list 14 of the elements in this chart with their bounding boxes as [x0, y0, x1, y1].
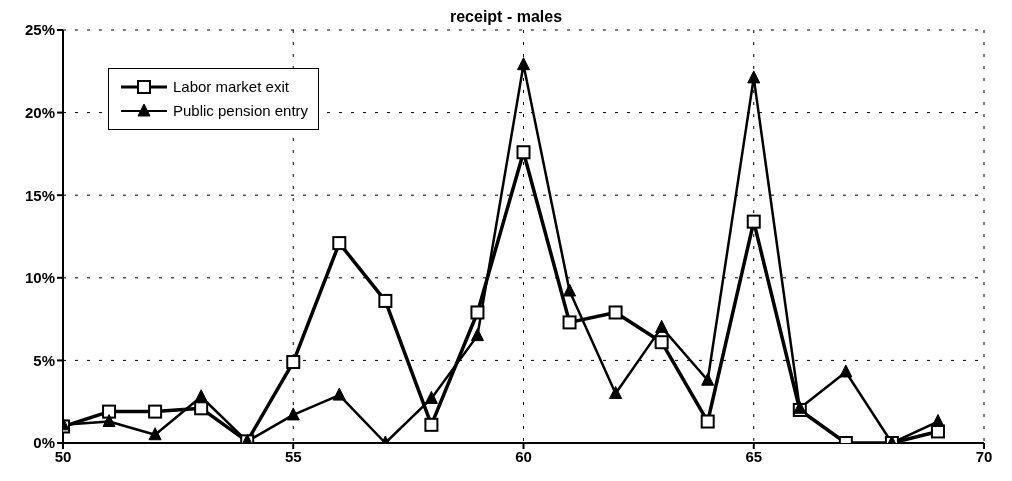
- y-tick-label: 0%: [33, 434, 55, 452]
- chart-title: receipt - males: [449, 8, 563, 25]
- x-tick-label: 55: [284, 447, 302, 465]
- x-tick-label: 50: [54, 447, 72, 465]
- y-tick-label: 5%: [33, 351, 55, 369]
- y-tick-label: 15%: [24, 186, 55, 204]
- x-tick-label: 70: [975, 447, 993, 465]
- y-tick-label: 10%: [24, 269, 55, 287]
- legend-label: Public pension entry: [173, 101, 309, 121]
- y-tick-label: 20%: [24, 103, 55, 121]
- legend-label: Labor market exit: [173, 77, 289, 97]
- x-tick-label: 65: [745, 447, 763, 465]
- y-tick-label: 25%: [24, 21, 55, 39]
- x-tick-label: 60: [515, 447, 532, 465]
